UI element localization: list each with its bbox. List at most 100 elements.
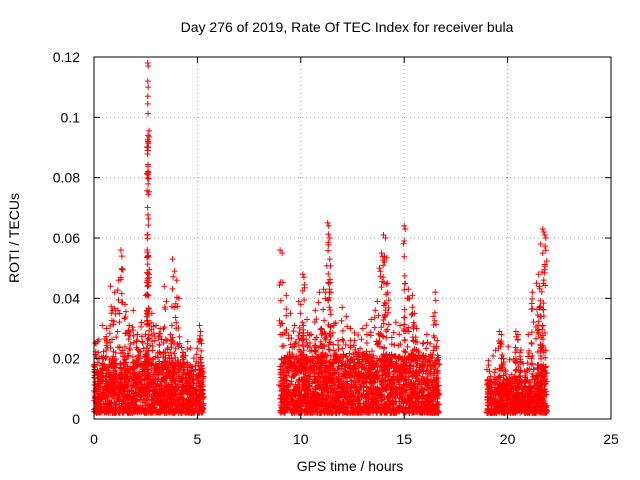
data-point [104, 400, 111, 407]
data-point [159, 369, 166, 376]
data-point [335, 342, 342, 349]
data-point [160, 339, 167, 346]
data-point [113, 334, 120, 341]
data-point [401, 280, 408, 287]
data-point [107, 283, 114, 290]
data-point [144, 100, 151, 107]
data-point [160, 364, 166, 371]
data-point [326, 256, 333, 263]
data-point [145, 331, 152, 338]
data-point [122, 405, 129, 412]
data-point [145, 292, 152, 299]
data-point [94, 375, 101, 382]
data-point [176, 397, 183, 404]
data-point [276, 282, 283, 289]
data-point [397, 322, 404, 329]
data-point [196, 322, 203, 329]
data-point [178, 344, 185, 351]
data-point [158, 336, 165, 343]
data-points [91, 60, 550, 417]
data-point [134, 408, 141, 415]
data-point [380, 274, 387, 281]
data-point [181, 383, 188, 390]
data-point [145, 180, 152, 187]
data-point [146, 383, 153, 390]
data-point [168, 322, 175, 329]
data-point [383, 291, 390, 298]
data-point [161, 283, 168, 290]
data-point [384, 289, 391, 296]
data-point [390, 329, 397, 336]
data-point [129, 359, 136, 366]
data-point [130, 390, 137, 397]
data-point [126, 370, 133, 377]
data-point [169, 285, 176, 292]
data-point [376, 265, 383, 272]
data-point [165, 352, 172, 359]
data-point [326, 235, 333, 241]
data-point [155, 375, 162, 382]
data-point [144, 283, 151, 290]
data-point [92, 339, 99, 346]
data-point [195, 404, 202, 411]
data-point [177, 391, 184, 398]
data-point [196, 409, 203, 416]
data-point [95, 374, 102, 381]
data-point [169, 256, 176, 263]
data-point [144, 147, 151, 154]
data-point [327, 262, 334, 269]
data-point [299, 271, 306, 278]
data-point [505, 343, 512, 350]
data-point [490, 352, 497, 359]
data-point [150, 386, 157, 393]
data-point [198, 347, 205, 354]
data-point [301, 281, 308, 288]
data-point [145, 253, 152, 260]
data-point [384, 326, 391, 333]
data-point [159, 406, 166, 413]
data-point [190, 375, 197, 382]
data-point [358, 336, 365, 343]
data-point [316, 289, 323, 296]
data-point [145, 282, 152, 289]
data-point [106, 330, 113, 337]
data-point [374, 298, 381, 305]
data-point [133, 405, 140, 412]
data-point [189, 363, 196, 370]
data-point [115, 379, 122, 386]
data-point [118, 290, 125, 297]
data-point [144, 389, 151, 396]
data-point [335, 346, 342, 353]
data-point [117, 365, 124, 372]
data-point [401, 337, 408, 344]
data-point [172, 409, 179, 416]
data-point [371, 324, 378, 331]
data-point [144, 397, 151, 404]
data-point [359, 325, 366, 332]
data-point [291, 322, 298, 329]
data-point [320, 306, 327, 313]
data-point [419, 373, 426, 380]
data-point [95, 390, 102, 397]
data-point [133, 398, 140, 405]
data-point [325, 222, 332, 229]
data-point [197, 328, 204, 335]
data-point [94, 359, 101, 366]
data-point [100, 348, 107, 355]
data-point [311, 348, 318, 355]
data-point [396, 331, 403, 338]
data-point [326, 304, 333, 311]
data-point [339, 327, 346, 334]
data-point [167, 392, 174, 399]
data-point [121, 408, 128, 415]
data-point [129, 353, 136, 360]
data-point [115, 394, 122, 401]
data-point [315, 299, 322, 306]
data-point [109, 409, 116, 416]
data-point [146, 133, 153, 140]
data-point [318, 325, 325, 332]
data-point [101, 361, 108, 368]
data-point [190, 355, 197, 362]
data-point [145, 84, 152, 91]
data-point [145, 191, 152, 198]
